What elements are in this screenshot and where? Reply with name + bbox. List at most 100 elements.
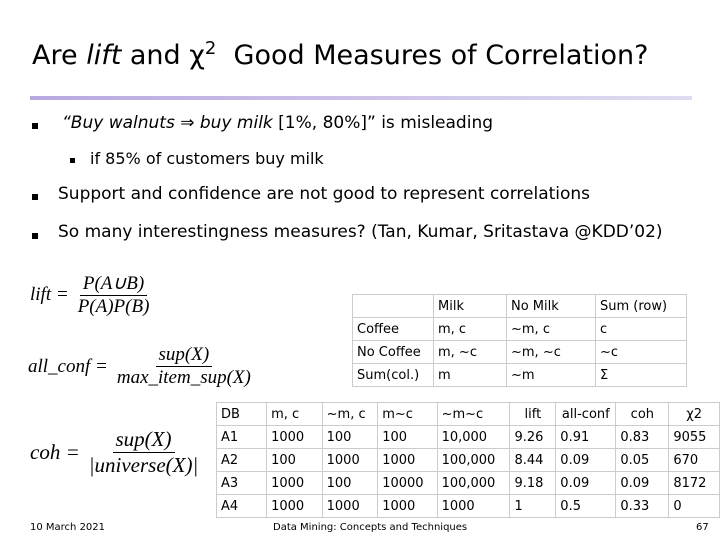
cell: 100 bbox=[321, 471, 379, 495]
cell: 0.33 bbox=[615, 494, 670, 518]
cell: A1 bbox=[215, 425, 268, 449]
cell: 0.5 bbox=[555, 494, 617, 518]
row: A1 1000 100 100 10,000 9.26 0.91 0.83 9055 bbox=[215, 425, 720, 449]
header-cell: m~c bbox=[377, 402, 438, 426]
cell: ~m, c bbox=[506, 317, 596, 341]
cell: Coffee bbox=[352, 317, 434, 341]
row: A2 100 1000 1000 100,000 8.44 0.09 0.05 670 bbox=[215, 448, 720, 472]
header-cell: ~m~c bbox=[436, 402, 511, 426]
title: Are lift and χ2 Good Measures of Correla… bbox=[32, 38, 648, 71]
bullet-text: So many interestingness measures? (Tan, … bbox=[58, 222, 663, 242]
header-cell: coh bbox=[615, 402, 670, 426]
cell: 8.44 bbox=[509, 448, 557, 472]
row: A3 1000 100 10000 100,000 9.18 0.09 0.09 8172 bbox=[215, 471, 720, 495]
cell: A2 bbox=[215, 448, 268, 472]
title-italic: lift bbox=[86, 40, 122, 71]
header-cell: ~m, c bbox=[321, 402, 379, 426]
bullet: “Buy walnuts ⇒ buy milk [1%, 80%]” is mi… bbox=[62, 113, 493, 133]
cell: 1000 bbox=[377, 494, 438, 518]
cell: 100 bbox=[266, 448, 323, 472]
numerator: sup(X) bbox=[155, 344, 213, 367]
cell: m, c bbox=[433, 317, 507, 341]
cell: 0.09 bbox=[615, 471, 670, 495]
cell: 1000 bbox=[377, 448, 438, 472]
bullet-text: [1%, 80%]” is misleading bbox=[278, 113, 494, 133]
numerator: sup(X) bbox=[112, 427, 175, 453]
title-sup: 2 bbox=[204, 38, 217, 59]
title-symbol: χ bbox=[189, 40, 205, 71]
header-cell: DB bbox=[215, 402, 268, 426]
title-text: Good Measures of Correlation? bbox=[233, 40, 649, 71]
cell: A3 bbox=[215, 471, 268, 495]
cell: 9.26 bbox=[509, 425, 557, 449]
cell: 9055 bbox=[668, 425, 720, 449]
cell: 0.09 bbox=[555, 471, 617, 495]
header-cell: lift bbox=[509, 402, 557, 426]
cell: 10000 bbox=[377, 471, 438, 495]
bullet-marker bbox=[32, 194, 38, 200]
denominator: P(A)P(B) bbox=[77, 296, 150, 317]
title-rule bbox=[30, 96, 692, 100]
measures-table: DB m, c ~m, c m~c ~m~c lift all-conf coh χ2 A1 100… bbox=[215, 402, 720, 518]
footer-date: 10 March 2021 bbox=[30, 522, 106, 533]
formula-label: coh = bbox=[30, 440, 80, 464]
cell: 0.83 bbox=[615, 425, 670, 449]
cell: ~m bbox=[506, 363, 596, 387]
title-text: and bbox=[129, 40, 181, 71]
header-cell: all-conf bbox=[555, 402, 617, 426]
cell: 1 bbox=[509, 494, 557, 518]
cell: m bbox=[433, 363, 507, 387]
numerator: P(A∪B) bbox=[79, 272, 148, 296]
header-cell: Milk bbox=[433, 294, 507, 318]
cell: No Coffee bbox=[352, 340, 434, 364]
bullet-italic: “Buy walnuts ⇒ buy milk bbox=[62, 113, 273, 133]
contingency-table: Milk No Milk Sum (row) Coffee m, c ~m, c c No C… bbox=[352, 294, 687, 387]
cell: 100,000 bbox=[436, 448, 511, 472]
cell: c bbox=[595, 317, 687, 341]
header-row: Milk No Milk Sum (row) bbox=[352, 294, 687, 318]
cell: ~c bbox=[595, 340, 687, 364]
cell: 1000 bbox=[321, 448, 379, 472]
cell: 100 bbox=[377, 425, 438, 449]
cell: ~m, ~c bbox=[506, 340, 596, 364]
bullet-marker bbox=[32, 233, 38, 239]
cell: 10,000 bbox=[436, 425, 511, 449]
formula: coh = sup(X) |universe(X)| bbox=[30, 427, 201, 478]
page-number: 67 bbox=[696, 522, 709, 533]
formula: all_conf = sup(X) max_item_sup(X) bbox=[28, 344, 254, 389]
row: A4 1000 1000 1000 1000 1 0.5 0.33 0 bbox=[215, 494, 720, 518]
cell: 1000 bbox=[266, 471, 323, 495]
header-cell: No Milk bbox=[506, 294, 596, 318]
bullet-marker bbox=[32, 123, 38, 129]
formula-label: lift = bbox=[30, 284, 69, 305]
header-cell: Sum (row) bbox=[595, 294, 687, 318]
cell: A4 bbox=[215, 494, 268, 518]
bullet-text: if 85% of customers buy milk bbox=[90, 149, 324, 168]
cell: 0 bbox=[668, 494, 720, 518]
header-row: DB m, c ~m, c m~c ~m~c lift all-conf coh χ2 bbox=[215, 402, 720, 426]
header-cell: χ2 bbox=[668, 402, 720, 426]
cell: 1000 bbox=[266, 494, 323, 518]
cell: 9.18 bbox=[509, 471, 557, 495]
footer-title: Data Mining: Concepts and Techniques bbox=[273, 522, 468, 533]
formula: lift = P(A∪B) P(A)P(B) bbox=[30, 272, 152, 318]
cell: 1000 bbox=[321, 494, 379, 518]
cell: 0.09 bbox=[555, 448, 617, 472]
cell: 0.05 bbox=[615, 448, 670, 472]
cell: 1000 bbox=[436, 494, 511, 518]
header-cell: m, c bbox=[266, 402, 323, 426]
row: No Coffee m, ~c ~m, ~c ~c bbox=[352, 340, 687, 364]
row: Sum(col.) m ~m Σ bbox=[352, 363, 687, 387]
bullet-marker bbox=[70, 158, 75, 163]
formula-label: all_conf = bbox=[28, 355, 108, 377]
title-text: Are bbox=[32, 40, 78, 71]
cell: 0.91 bbox=[555, 425, 617, 449]
cell: 1000 bbox=[266, 425, 323, 449]
cell: m, ~c bbox=[433, 340, 507, 364]
cell: 670 bbox=[668, 448, 720, 472]
cell: Σ bbox=[595, 363, 687, 387]
cell: 100,000 bbox=[436, 471, 511, 495]
cell: 100 bbox=[321, 425, 379, 449]
